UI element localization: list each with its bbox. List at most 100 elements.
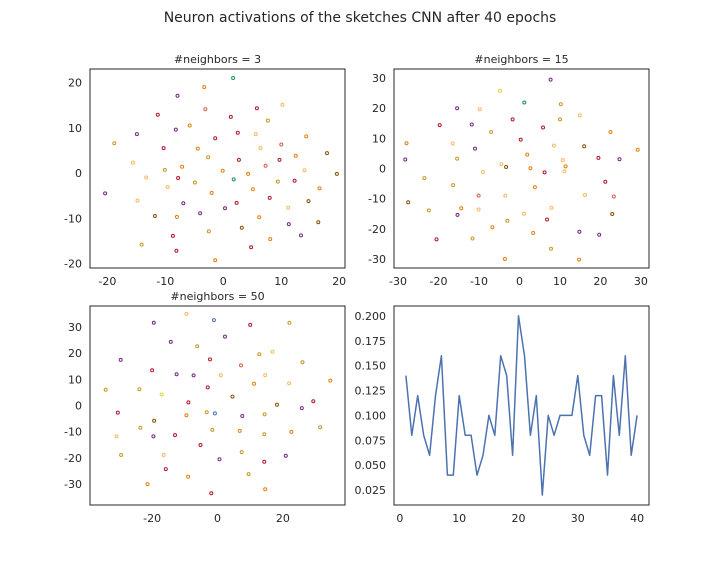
scatter-point <box>174 248 179 253</box>
scatter-point <box>455 106 460 111</box>
scatter-point <box>258 146 263 151</box>
scatter-point <box>521 211 526 216</box>
scatter-point <box>265 118 270 123</box>
scatter-point <box>426 208 431 213</box>
scatter-point <box>253 132 258 137</box>
scatter-point <box>159 392 164 397</box>
y-tick-label: -10 <box>64 426 82 439</box>
scatter-point <box>103 191 108 196</box>
scatter-point <box>562 169 567 174</box>
scatter-point <box>504 165 509 169</box>
scatter-point <box>231 177 236 182</box>
axes-frame <box>393 68 650 269</box>
scatter-point <box>249 245 254 250</box>
scatter-point <box>184 311 189 316</box>
scatter-point <box>119 453 124 457</box>
scatter-point <box>152 418 157 423</box>
scatter-point <box>220 168 225 173</box>
scatter-point <box>499 162 504 167</box>
scatter-point <box>231 76 236 80</box>
scatter-point <box>502 257 507 261</box>
scatter-point <box>263 163 268 168</box>
scatter-point <box>422 176 427 181</box>
scatter-point <box>596 155 601 160</box>
x-tick-label: 0 <box>220 275 227 288</box>
scatter-point <box>287 381 292 386</box>
figure-title: Neuron activations of the sketches CNN a… <box>164 10 557 26</box>
plot-area <box>103 311 333 496</box>
x-tick-label: -20 <box>143 512 161 525</box>
scatter-point <box>283 453 288 458</box>
scatter-point <box>635 147 640 152</box>
scatter-point <box>262 432 267 437</box>
scatter-point <box>163 467 168 472</box>
scatter-point <box>476 193 481 198</box>
scatter-point <box>549 205 554 210</box>
scatter-point <box>611 194 616 199</box>
line-series <box>405 315 638 496</box>
subplot-title: #neighbors = 15 <box>474 53 568 66</box>
scatter-point <box>289 429 294 434</box>
scatter-point <box>170 233 175 238</box>
scatter-point <box>112 141 117 146</box>
y-tick-label: 0 <box>379 163 386 176</box>
plot-area <box>405 315 638 496</box>
scatter-point <box>545 217 549 222</box>
x-tick-label: 20 <box>332 275 346 288</box>
y-tick-label: 10 <box>68 122 82 135</box>
scatter-point <box>250 187 255 192</box>
y-tick-label: 0 <box>75 167 82 180</box>
scatter-point <box>206 155 211 160</box>
scatter-point <box>237 428 242 433</box>
scatter-point <box>477 107 482 112</box>
scatter-point <box>246 171 251 176</box>
scatter-point <box>173 433 177 438</box>
scatter-point <box>577 257 581 262</box>
scatter-point <box>204 410 209 415</box>
scatter-point <box>145 482 150 487</box>
scatter-point <box>135 198 140 203</box>
x-tick-label: 0 <box>214 512 221 525</box>
scatter-point <box>262 412 267 417</box>
scatter-point <box>239 450 244 455</box>
scatter-point <box>161 146 166 151</box>
scatter-point <box>275 402 279 407</box>
scatter-point <box>155 112 160 117</box>
scatter-point <box>263 487 268 492</box>
scatter-point <box>161 453 166 457</box>
scatter-point <box>490 225 495 230</box>
scatter-point <box>558 102 563 107</box>
scatter-point <box>263 373 268 378</box>
scatter-point <box>262 459 267 464</box>
scatter-point <box>223 334 227 339</box>
scatter-point <box>234 200 239 205</box>
scatter-point <box>211 318 216 323</box>
scatter-point <box>532 185 537 190</box>
x-tick-label: 40 <box>630 512 644 525</box>
y-tick-label: 0.075 <box>355 434 387 447</box>
y-tick-label: -20 <box>64 258 82 271</box>
y-tick-label: -30 <box>368 253 386 266</box>
scatter-point <box>257 352 262 357</box>
y-tick-label: 10 <box>68 373 82 386</box>
scatter-point <box>558 117 562 122</box>
scatter-point <box>560 158 565 163</box>
scatter-point <box>459 206 464 211</box>
scatter-point <box>510 117 515 122</box>
scatter-point <box>403 157 408 162</box>
scatter-point <box>434 237 439 242</box>
y-tick-label: 0.100 <box>355 409 387 422</box>
subplot-title: #neighbors = 50 <box>170 290 264 303</box>
x-tick-label: 30 <box>571 512 585 525</box>
x-tick-label: 20 <box>512 512 526 525</box>
y-tick-label: -20 <box>64 452 82 465</box>
scatter-point <box>165 185 170 189</box>
scatter-point <box>173 127 178 132</box>
scatter-point <box>328 378 333 383</box>
scatter-point <box>476 207 481 212</box>
x-tick-label: -30 <box>389 275 407 288</box>
y-tick-label: -10 <box>64 212 82 225</box>
scatter-point <box>205 385 210 390</box>
scatter-point <box>577 229 582 234</box>
scatter-point <box>481 170 485 175</box>
